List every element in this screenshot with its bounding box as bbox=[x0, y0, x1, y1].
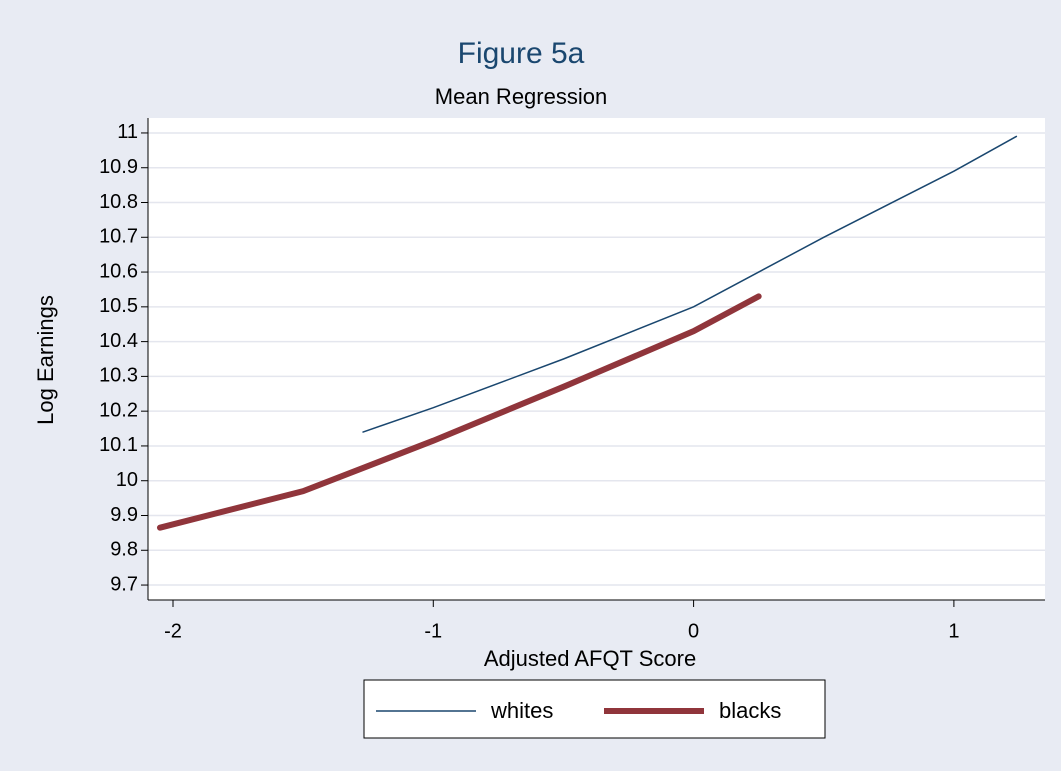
series-line bbox=[362, 135, 1018, 433]
legend-label: whites bbox=[490, 698, 553, 723]
x-tick-label: 0 bbox=[688, 620, 699, 642]
y-tick-label: 10.1 bbox=[99, 434, 138, 456]
y-tick-label: 10.3 bbox=[99, 365, 138, 387]
legend bbox=[363, 679, 826, 739]
y-tick-label: 9.8 bbox=[110, 539, 138, 561]
y-tick-label: 10.7 bbox=[99, 226, 138, 248]
y-tick-label: 11 bbox=[117, 121, 138, 143]
y-tick-label: 9.9 bbox=[110, 504, 138, 526]
chart-subtitle: Mean Regression bbox=[435, 84, 607, 109]
y-tick-label: 10.6 bbox=[99, 260, 138, 282]
y-tick-label: 10.8 bbox=[99, 191, 138, 213]
y-tick-label: 10 bbox=[116, 469, 138, 491]
y-tick-label: 10.2 bbox=[99, 399, 138, 421]
chart-title: Figure 5a bbox=[458, 37, 585, 70]
series-line bbox=[156, 293, 762, 531]
x-tick-label: -1 bbox=[424, 620, 442, 642]
x-tick-label: -2 bbox=[164, 620, 182, 642]
y-tick-label: 10.4 bbox=[99, 330, 138, 352]
y-tick-label: 10.5 bbox=[99, 295, 138, 317]
y-tick-label: 9.7 bbox=[110, 573, 138, 595]
x-tick-label: 1 bbox=[948, 620, 959, 642]
x-axis-label: Adjusted AFQT Score bbox=[484, 646, 696, 671]
y-axis-label: Log Earnings bbox=[33, 295, 58, 425]
plot-area bbox=[148, 118, 1045, 600]
y-tick-label: 10.9 bbox=[99, 156, 138, 178]
legend-label: blacks bbox=[719, 698, 781, 723]
